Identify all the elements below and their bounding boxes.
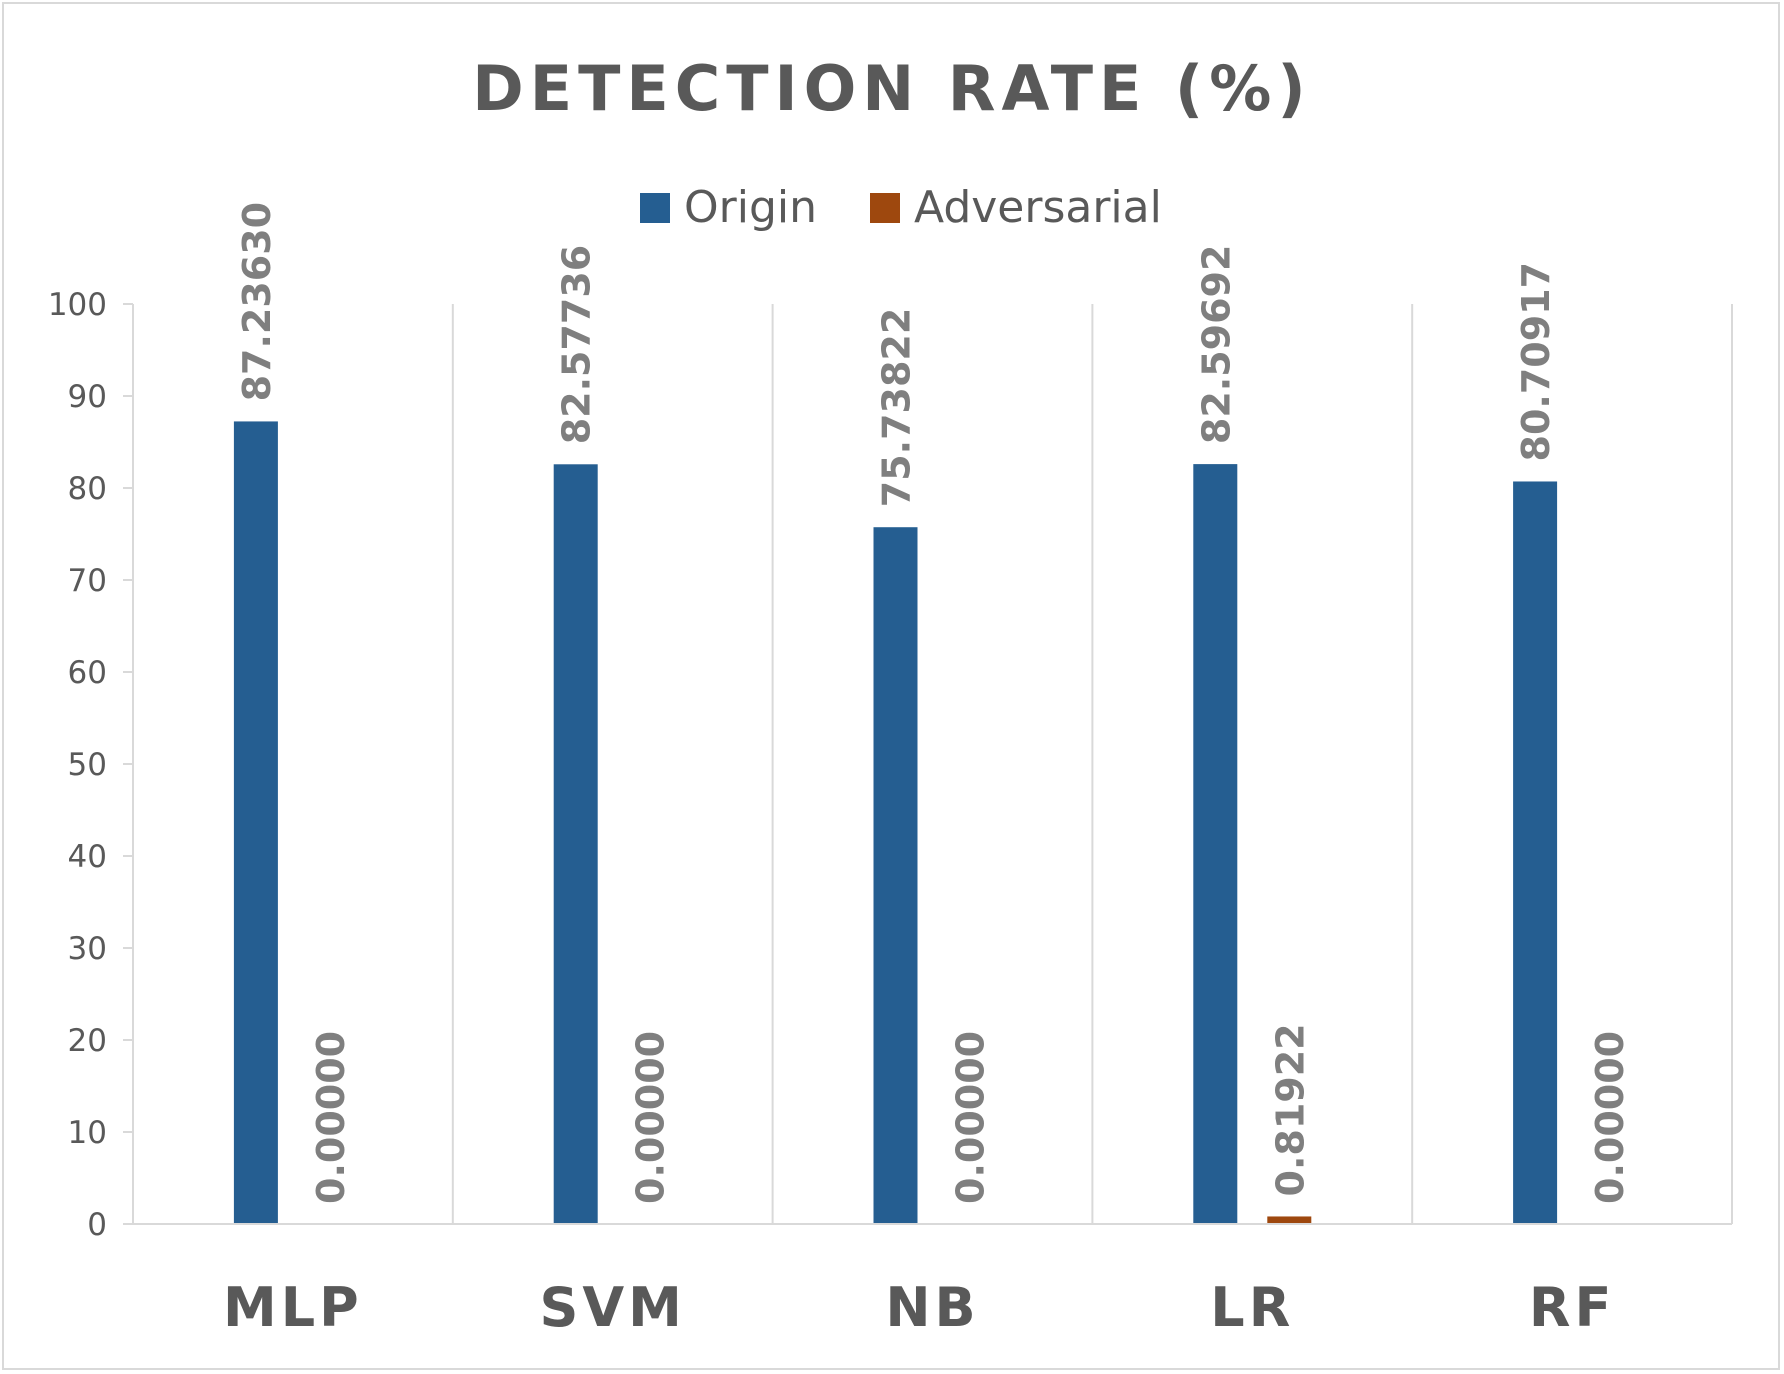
y-tick-label: 90 xyxy=(68,379,107,415)
grid-lines xyxy=(132,304,1733,1224)
x-tick-label-nb: NB xyxy=(885,1276,979,1339)
bar-origin-rf xyxy=(1513,481,1558,1224)
data-label-origin-rf: 80.70917 xyxy=(1514,262,1558,462)
data-label-origin-svm: 82.57736 xyxy=(555,245,599,445)
data-label-origin-nb: 75.73822 xyxy=(875,308,919,508)
y-tick-label: 40 xyxy=(68,839,107,875)
y-tick-label: 10 xyxy=(68,1115,107,1151)
bar-origin-mlp xyxy=(233,421,278,1224)
legend: Origin Adversarial xyxy=(640,182,1162,233)
bars xyxy=(233,421,1558,1224)
y-tick-label: 50 xyxy=(68,747,107,783)
y-tick-label: 20 xyxy=(68,1023,107,1059)
bar-origin-nb xyxy=(873,527,918,1224)
data-label-adversarial-svm: 0.00000 xyxy=(629,1031,673,1204)
data-label-adversarial-lr: 0.81922 xyxy=(1268,1023,1312,1196)
chart-title: DETECTION RATE (%) xyxy=(472,52,1311,125)
bar-adversarial-lr xyxy=(1267,1216,1312,1224)
y-tick-label: 70 xyxy=(68,563,107,599)
bar-origin-svm xyxy=(553,464,598,1224)
legend-label-origin: Origin xyxy=(684,182,817,233)
x-tick-label-rf: RF xyxy=(1529,1276,1615,1339)
y-tick-label: 60 xyxy=(68,655,107,691)
x-tick-label-lr: LR xyxy=(1210,1276,1294,1339)
legend-swatch-origin xyxy=(640,193,670,223)
data-label-adversarial-mlp: 0.00000 xyxy=(309,1031,353,1204)
y-tick-label: 80 xyxy=(68,471,107,507)
data-label-origin-mlp: 87.23630 xyxy=(235,202,279,402)
y-tick-label: 100 xyxy=(48,287,107,323)
y-tick-label: 0 xyxy=(87,1207,107,1243)
y-axis: 0 10 20 30 40 50 60 70 80 90 100 xyxy=(48,287,133,1243)
legend-swatch-adversarial xyxy=(870,193,900,223)
y-tick-label: 30 xyxy=(68,931,107,967)
data-labels: 87.23630 82.57736 75.73822 82.59692 80.70917… xyxy=(235,202,1632,1204)
legend-label-adversarial: Adversarial xyxy=(914,182,1162,233)
data-label-adversarial-rf: 0.00000 xyxy=(1588,1031,1632,1204)
data-label-origin-lr: 82.59692 xyxy=(1194,245,1238,445)
x-tick-label-mlp: MLP xyxy=(223,1276,363,1339)
x-tick-label-svm: SVM xyxy=(539,1276,685,1339)
x-axis: MLP SVM NB LR RF xyxy=(133,1223,1732,1339)
data-label-adversarial-nb: 0.00000 xyxy=(949,1031,993,1204)
bar-origin-lr xyxy=(1193,464,1238,1224)
